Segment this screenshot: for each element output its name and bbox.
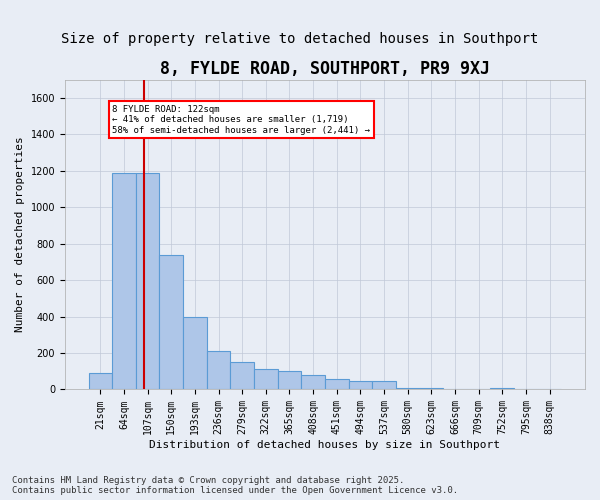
Bar — [160, 254, 183, 390]
Y-axis label: Number of detached properties: Number of detached properties — [15, 136, 25, 332]
Bar — [183, 316, 207, 390]
X-axis label: Distribution of detached houses by size in Southport: Distribution of detached houses by size … — [149, 440, 500, 450]
Bar — [372, 382, 396, 390]
Bar — [301, 375, 325, 390]
Bar — [278, 371, 301, 390]
Bar — [136, 172, 160, 390]
Bar — [207, 351, 230, 390]
Bar — [112, 172, 136, 390]
Text: 8 FYLDE ROAD: 122sqm
← 41% of detached houses are smaller (1,719)
58% of semi-de: 8 FYLDE ROAD: 122sqm ← 41% of detached h… — [112, 105, 370, 135]
Text: Contains HM Land Registry data © Crown copyright and database right 2025.
Contai: Contains HM Land Registry data © Crown c… — [12, 476, 458, 495]
Bar — [230, 362, 254, 390]
Bar — [396, 388, 419, 390]
Text: Size of property relative to detached houses in Southport: Size of property relative to detached ho… — [61, 32, 539, 46]
Bar — [419, 388, 443, 390]
Bar — [490, 388, 514, 390]
Bar — [254, 368, 278, 390]
Bar — [349, 382, 372, 390]
Bar — [89, 373, 112, 390]
Bar — [325, 380, 349, 390]
Title: 8, FYLDE ROAD, SOUTHPORT, PR9 9XJ: 8, FYLDE ROAD, SOUTHPORT, PR9 9XJ — [160, 60, 490, 78]
